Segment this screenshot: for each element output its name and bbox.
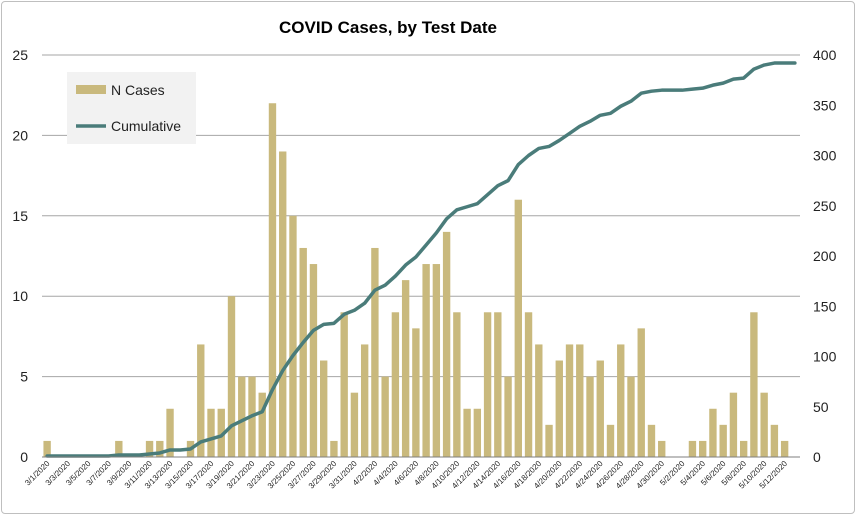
bar	[565, 344, 574, 457]
left-axis-tick-label: 25	[12, 47, 28, 63]
bar	[207, 408, 215, 457]
chart-title: COVID Cases, by Test Date	[279, 18, 497, 37]
cumulative-line	[45, 61, 797, 458]
bar	[709, 408, 717, 457]
right-y-axis: 0 50 100 150 200 250 300 350 400	[813, 47, 837, 465]
right-axis-tick-label: 400	[813, 47, 837, 63]
left-axis-tick-label: 20	[12, 127, 28, 143]
bar	[535, 344, 543, 457]
bar	[545, 424, 553, 457]
bar	[617, 344, 625, 457]
bar	[166, 408, 174, 457]
bar	[442, 231, 451, 457]
bar-series	[43, 103, 789, 458]
bar	[340, 312, 348, 457]
bar	[401, 280, 410, 457]
bar	[156, 440, 164, 457]
bar	[360, 344, 369, 457]
bar	[719, 424, 727, 457]
bar	[381, 376, 389, 457]
legend-label-n-cases: N Cases	[111, 82, 165, 98]
bar	[699, 440, 707, 457]
bar	[320, 360, 328, 457]
bar	[760, 392, 768, 457]
bar	[115, 440, 123, 457]
bar	[412, 328, 420, 457]
bar	[555, 360, 563, 457]
bar	[729, 392, 738, 457]
bar	[483, 312, 492, 457]
bar	[330, 440, 338, 457]
bar	[309, 264, 318, 457]
bar	[463, 408, 471, 457]
bar	[227, 296, 236, 457]
right-axis-tick-label: 150	[813, 298, 837, 314]
bar	[473, 408, 482, 457]
right-axis-tick-label: 0	[813, 449, 821, 465]
bar	[750, 312, 758, 457]
bar	[289, 215, 297, 457]
bar	[371, 247, 379, 457]
bar	[453, 312, 461, 457]
bar	[606, 424, 615, 457]
bar	[780, 440, 789, 457]
bar	[258, 392, 266, 457]
bar	[217, 408, 225, 457]
bar	[647, 424, 656, 457]
bar	[596, 360, 604, 457]
legend-background	[67, 72, 196, 144]
bar	[432, 264, 441, 457]
bar	[524, 312, 533, 457]
gridlines	[42, 54, 800, 378]
bar	[576, 344, 584, 457]
bar	[494, 312, 502, 457]
right-axis-tick-label: 300	[813, 148, 837, 164]
bar	[504, 376, 512, 457]
bar	[279, 151, 287, 458]
bar	[637, 328, 645, 457]
bar	[688, 440, 697, 457]
left-axis-tick-label: 15	[12, 208, 28, 224]
bar	[238, 376, 246, 457]
bar	[299, 247, 307, 457]
right-axis-tick-label: 50	[813, 399, 829, 415]
x-axis-ticks: 3/1/20203/3/20203/5/20203/7/20203/9/2020…	[23, 459, 789, 491]
right-axis-tick-label: 250	[813, 198, 837, 214]
bar	[268, 103, 277, 458]
bar	[422, 264, 430, 457]
legend: N Cases Cumulative	[67, 72, 196, 144]
left-axis-tick-label: 10	[12, 288, 28, 304]
left-y-axis: 0 5 10 15 20 25	[12, 47, 28, 465]
legend-bar-swatch	[76, 85, 106, 94]
bar	[739, 440, 748, 457]
bar	[350, 392, 359, 457]
right-axis-tick-label: 350	[813, 97, 837, 113]
bar	[658, 440, 666, 457]
right-axis-tick-label: 200	[813, 248, 837, 264]
bar	[627, 376, 635, 457]
bar	[514, 199, 522, 457]
bar	[391, 312, 400, 457]
left-axis-tick-label: 5	[20, 369, 28, 385]
legend-label-cumulative: Cumulative	[111, 118, 181, 134]
bar	[197, 344, 205, 457]
bar	[770, 424, 779, 457]
left-axis-tick-label: 0	[20, 449, 28, 465]
bar	[586, 376, 594, 457]
bar	[43, 440, 51, 457]
right-axis-tick-label: 100	[813, 349, 837, 365]
bar	[145, 440, 154, 457]
